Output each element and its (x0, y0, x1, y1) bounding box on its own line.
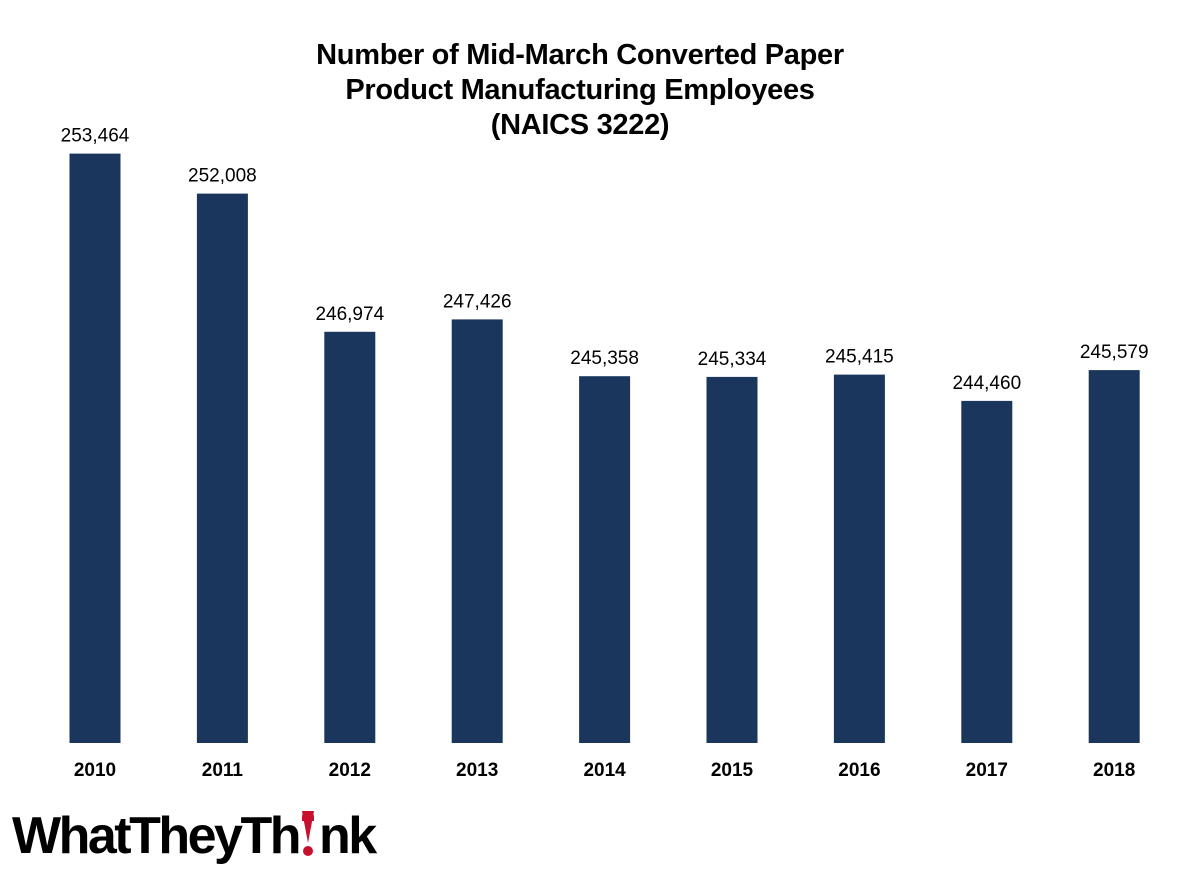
bar-2014 (579, 376, 631, 743)
logo-text-start: WhatTheyTh (12, 807, 301, 865)
exclamation-icon (300, 811, 316, 856)
x-tick-label-2017: 2017 (966, 760, 1008, 781)
x-tick-label-2013: 2013 (456, 760, 498, 781)
bar-chart: 253,464 2010 252,008 2011 246,974 2012 247,426… (61, 126, 1149, 781)
data-label-2014: 245,358 (570, 348, 639, 369)
bar-2018 (1088, 370, 1140, 743)
bar-2016 (833, 374, 885, 743)
chart-title-line-1: Number of Mid-March Converted Paper (316, 39, 844, 71)
data-label-2016: 245,415 (825, 347, 894, 368)
bar-2013 (451, 319, 503, 743)
x-tick-label-2016: 2016 (838, 760, 880, 781)
bar-2011 (196, 193, 248, 744)
whattheythink-logo: WhatTheyTh nk (12, 806, 377, 876)
bar-2010 (69, 153, 121, 744)
data-label-2010: 253,464 (61, 126, 130, 147)
x-tick-label-2011: 2011 (202, 760, 244, 781)
data-label-2012: 246,974 (315, 304, 384, 325)
chart-title-line-2: Product Manufacturing Employees (345, 74, 815, 106)
chart-title-line-3: (NAICS 3222) (490, 109, 670, 141)
data-label-2017: 244,460 (952, 373, 1021, 394)
x-tick-label-2010: 2010 (74, 760, 116, 781)
logo-text-end: nk (318, 807, 377, 865)
chart-title: Number of Mid-March Converted Paper Prod… (0, 38, 1160, 143)
x-tick-label-2012: 2012 (329, 760, 371, 781)
x-tick-label-2014: 2014 (583, 760, 626, 781)
data-label-2011: 252,008 (188, 166, 257, 187)
bar-2017 (961, 400, 1013, 743)
bar-2015 (706, 376, 758, 743)
data-label-2015: 245,334 (698, 349, 767, 370)
data-label-2013: 247,426 (443, 291, 512, 312)
data-label-2018: 245,579 (1080, 342, 1149, 363)
bar-2012 (324, 331, 376, 743)
x-tick-label-2018: 2018 (1093, 760, 1135, 781)
x-tick-label-2015: 2015 (711, 760, 754, 781)
